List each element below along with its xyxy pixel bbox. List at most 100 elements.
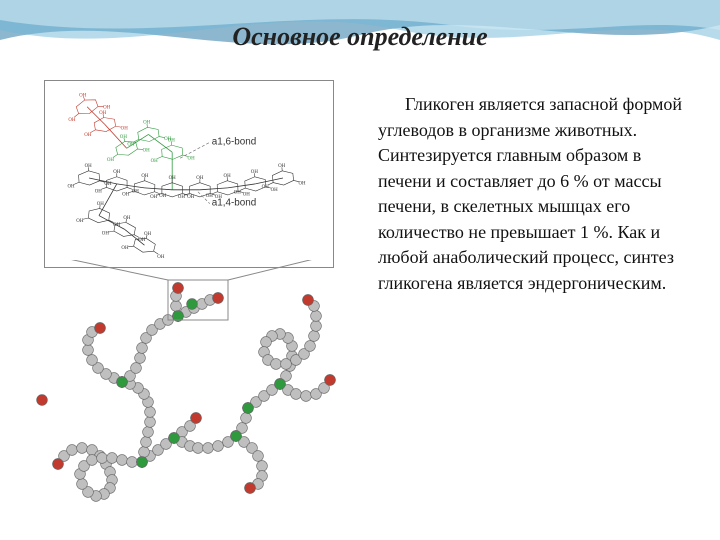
chain-end-bead (213, 293, 224, 304)
oh-label: OH (103, 105, 111, 110)
glucose-bead (281, 359, 292, 370)
glycosidic-link (99, 216, 125, 230)
oh-label: OH (144, 232, 152, 237)
a14-label: a1,4-bond (212, 198, 256, 209)
glycosidic-link (255, 178, 283, 184)
glucose-bead (241, 413, 252, 424)
oh-label: OH (262, 185, 270, 190)
oh-label: OH (99, 111, 107, 116)
glycosidic-link (117, 184, 145, 188)
oh-label: OH (121, 127, 129, 132)
oh-label: OH (150, 195, 158, 200)
glucose-bead (145, 417, 156, 428)
glucose-ring: OH OH OH (122, 174, 167, 199)
glucose-bead (141, 437, 152, 448)
oh-label: OH (224, 174, 232, 179)
glucose-bead (87, 455, 98, 466)
glucose-bead (261, 337, 272, 348)
glycosidic-link (200, 188, 228, 190)
glucose-bead (305, 341, 316, 352)
oh-label: OH (271, 188, 279, 193)
glucose-ring: OHOHOH (151, 138, 195, 163)
definition-paragraph: Гликоген является запасной формой углево… (378, 92, 688, 296)
oh-label: OH (127, 142, 135, 147)
page-title: Основное определение (0, 22, 720, 52)
chain-end-bead (191, 413, 202, 424)
label-pointer (180, 142, 210, 158)
figure-area: OHOHOHOHOHOHOHOHOHOHOHOHOHOHOHOHOHOHOHOH… (18, 72, 368, 512)
glucose-ring: OHOHOH (68, 94, 110, 123)
glucose-bead (97, 453, 108, 464)
glucose-ring: OHOHOH (206, 174, 251, 199)
a16-label: a1,6-bond (212, 136, 256, 147)
oh-label: OH (84, 133, 92, 138)
glucose-ring: OHOHOH (127, 121, 171, 148)
oh-label: OH (298, 181, 306, 186)
oh-label: OH (102, 231, 110, 236)
glucose-bead (309, 331, 320, 342)
glycogen-schematic (18, 260, 368, 520)
glucose-bead (257, 461, 268, 472)
oh-label: OH (168, 138, 176, 143)
glucose-bead (83, 345, 94, 356)
oh-label: OH (196, 176, 204, 181)
glucose-bead (171, 301, 182, 312)
branch-point-bead (231, 431, 242, 442)
chain-end-bead (325, 375, 336, 386)
oh-label: OH (169, 176, 177, 181)
oh-label: OH (76, 219, 84, 224)
chemical-structure-box: OHOHOHOHOHOHOHOHOHOHOHOHOHOHOHOHOHOHOHOH… (44, 80, 334, 268)
branch-point-bead (275, 379, 286, 390)
oh-label: OH (123, 216, 131, 221)
glucose-ring: OHOHOH (95, 170, 140, 194)
chain-end-bead (37, 395, 48, 406)
glucose-bead (77, 443, 88, 454)
glucose-bead (135, 353, 146, 364)
glucose-bead (87, 355, 98, 366)
glucose-bead (127, 457, 138, 468)
oh-label: OH (141, 174, 149, 179)
glucose-bead (291, 389, 302, 400)
glucose-bead (143, 427, 154, 438)
branch-point-bead (137, 457, 148, 468)
glucose-bead (67, 445, 78, 456)
glucose-bead (311, 311, 322, 322)
oh-label: OH (122, 193, 130, 198)
zoom-projection-line (228, 260, 318, 280)
chain-end-bead (173, 283, 184, 294)
definition-text: Гликоген является запасной формой углево… (378, 94, 682, 293)
glucose-ring: OHOHOH (107, 135, 150, 163)
glycosidic-link (228, 184, 256, 188)
glucose-bead (301, 391, 312, 402)
glucose-ring: OHOHOH (262, 164, 306, 190)
oh-label: OH (107, 158, 115, 163)
glucose-ring: OHOHOH (76, 202, 120, 228)
glucose-ring: OHOHOH (67, 164, 111, 189)
glucose-bead (131, 363, 142, 374)
glucose-bead (107, 453, 118, 464)
oh-label: OH (278, 164, 286, 169)
branch-point-bead (187, 299, 198, 310)
chain-end-bead (53, 459, 64, 470)
zoom-projection-line (64, 260, 168, 280)
glucose-bead (311, 321, 322, 332)
oh-label: OH (143, 121, 151, 126)
oh-label: OH (151, 159, 159, 164)
glucose-bead (271, 359, 282, 370)
glycosidic-link (89, 178, 117, 184)
glucose-ring: OHOHOH (178, 176, 223, 200)
glucose-bead (213, 441, 224, 452)
branch-point-bead (243, 403, 254, 414)
glucose-bead (77, 479, 88, 490)
oh-label: OH (113, 170, 121, 175)
glycosidic-link (144, 188, 172, 190)
glucose-bead (193, 443, 204, 454)
oh-label: OH (67, 185, 75, 190)
oh-label: OH (79, 94, 87, 99)
oh-label: OH (178, 195, 186, 200)
branch-point-bead (117, 377, 128, 388)
glucose-bead (139, 447, 150, 458)
glucose-bead (253, 451, 264, 462)
glucose-bead (145, 407, 156, 418)
chain-end-bead (245, 483, 256, 494)
